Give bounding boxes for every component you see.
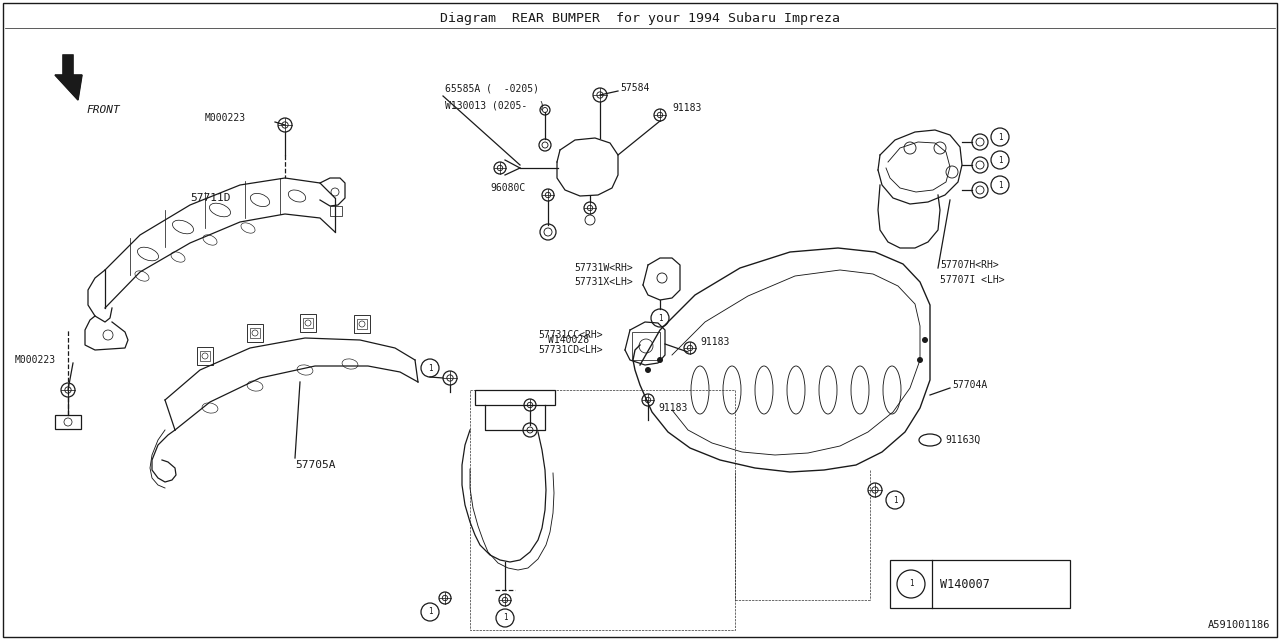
Text: 1: 1	[892, 495, 897, 504]
Bar	[300, 314, 316, 332]
Text: FRONT: FRONT	[86, 105, 120, 115]
Text: 57704A: 57704A	[952, 380, 987, 390]
Text: Diagram  REAR BUMPER  for your 1994 Subaru Impreza: Diagram REAR BUMPER for your 1994 Subaru…	[440, 12, 840, 24]
Bar	[890, 560, 1070, 608]
Text: W140028: W140028	[548, 335, 589, 345]
Text: 1: 1	[428, 364, 433, 372]
Text: 96080C: 96080C	[490, 183, 525, 193]
Circle shape	[916, 357, 923, 363]
Polygon shape	[55, 55, 82, 100]
Text: 1: 1	[503, 614, 507, 623]
Text: 1: 1	[997, 132, 1002, 141]
Text: W140007: W140007	[940, 577, 989, 591]
Bar	[355, 315, 370, 333]
Bar	[632, 332, 660, 360]
Text: 1: 1	[658, 314, 662, 323]
Text: A591001186: A591001186	[1207, 620, 1270, 630]
Text: W130013 (0205-  ): W130013 (0205- )	[445, 100, 545, 110]
Circle shape	[645, 367, 652, 373]
Text: 57731W<RH>: 57731W<RH>	[573, 263, 632, 273]
Text: 91183: 91183	[658, 403, 687, 413]
Circle shape	[922, 337, 928, 343]
Bar	[247, 324, 262, 342]
Text: 91183: 91183	[672, 103, 701, 113]
Text: 1: 1	[997, 180, 1002, 189]
Text: 57731X<LH>: 57731X<LH>	[573, 277, 632, 287]
Bar	[197, 347, 212, 365]
Text: 57731CD<LH>: 57731CD<LH>	[538, 345, 603, 355]
Text: 91163Q: 91163Q	[945, 435, 980, 445]
Text: 57711D: 57711D	[189, 193, 230, 203]
Text: 91183: 91183	[700, 337, 730, 347]
Bar	[470, 390, 735, 630]
Text: 57584: 57584	[620, 83, 649, 93]
Text: M000223: M000223	[15, 355, 56, 365]
Bar	[200, 351, 210, 361]
Bar	[250, 328, 260, 338]
Text: 1: 1	[997, 156, 1002, 164]
Text: M000223: M000223	[205, 113, 246, 123]
Text: 57707I <LH>: 57707I <LH>	[940, 275, 1005, 285]
Text: 1: 1	[909, 579, 914, 589]
Bar	[475, 390, 556, 405]
Text: 57707H<RH>: 57707H<RH>	[940, 260, 998, 270]
Bar	[55, 415, 81, 429]
Polygon shape	[55, 55, 82, 100]
Circle shape	[657, 357, 663, 363]
Bar	[303, 318, 314, 328]
Text: 1: 1	[428, 607, 433, 616]
Text: 65585A (  -0205): 65585A ( -0205)	[445, 83, 539, 93]
Text: 57705A: 57705A	[294, 460, 335, 470]
Bar	[330, 206, 342, 216]
Text: 57731CC<RH>: 57731CC<RH>	[538, 330, 603, 340]
Bar	[357, 319, 367, 329]
